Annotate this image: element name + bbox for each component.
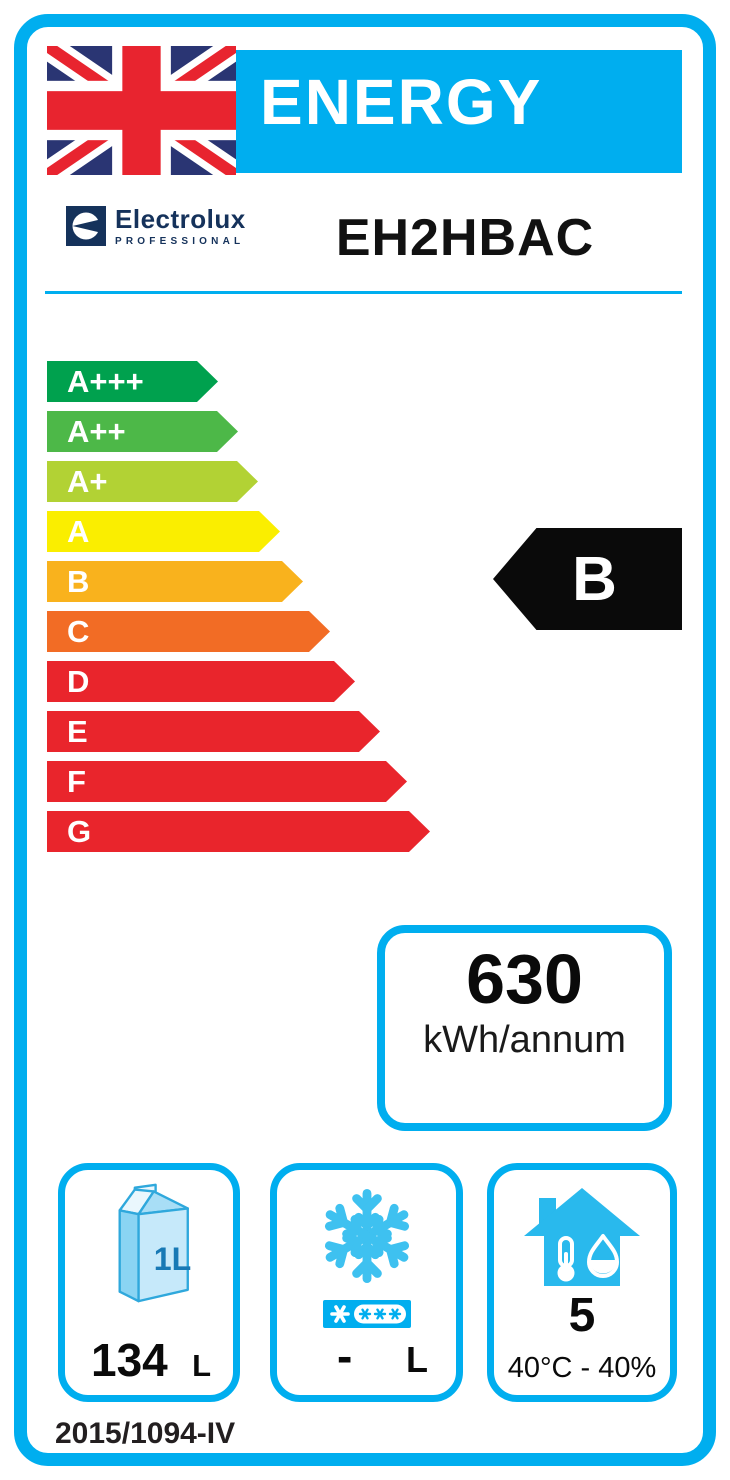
consumption-unit: kWh/annum xyxy=(423,1018,626,1061)
milk-carton-icon: 1L xyxy=(118,1183,192,1303)
brand-wordmark: Electrolux PROFESSIONAL xyxy=(115,206,246,247)
climate-condition: 40°C - 40% xyxy=(507,1352,657,1384)
energy-scale-arrow: D xyxy=(47,661,355,702)
brand-subtitle: PROFESSIONAL xyxy=(115,236,245,247)
electrolux-mark-icon xyxy=(66,206,106,246)
energy-scale-arrow-label: A+++ xyxy=(67,364,144,399)
droplet-icon xyxy=(587,1234,619,1278)
freezer-capacity-box: - L xyxy=(270,1163,463,1402)
fridge-value-row: 134 L xyxy=(65,1337,233,1383)
energy-scale-arrow-label: D xyxy=(67,664,90,699)
freezer-volume-value: - xyxy=(337,1330,353,1382)
energy-scale-arrow-label: C xyxy=(67,614,90,649)
energy-header-band: ENERGY xyxy=(236,50,682,173)
energy-scale-arrow-label: E xyxy=(67,714,88,749)
energy-scale-arrow-label: A xyxy=(67,514,90,549)
energy-scale-arrow: A xyxy=(47,511,280,552)
energy-scale-arrow: A++ xyxy=(47,411,238,452)
consumption-value: 630 xyxy=(466,940,583,1018)
carton-volume-label: 1L xyxy=(154,1241,192,1277)
energy-scale-arrow: A+ xyxy=(47,461,258,502)
header-divider xyxy=(45,291,682,294)
energy-scale-arrow-label: B xyxy=(67,564,90,599)
freezer-star-rating-icon xyxy=(322,1300,411,1328)
energy-scale-arrow-label: G xyxy=(67,814,92,849)
energy-scale-arrow-label: A++ xyxy=(67,414,126,449)
energy-scale-arrow-label: F xyxy=(67,764,86,799)
energy-scale-arrow: C xyxy=(47,611,330,652)
energy-scale-arrow: A+++ xyxy=(47,361,218,402)
energy-scale-arrow: B xyxy=(47,561,303,602)
brand-logo: Electrolux PROFESSIONAL xyxy=(66,206,246,247)
energy-scale-arrow: E xyxy=(47,711,380,752)
efficiency-scale: A+++ A++ A+ A B C D E F G xyxy=(47,361,430,861)
house-climate-icon xyxy=(524,1188,640,1286)
thermometer-icon xyxy=(557,1236,575,1282)
rating-indicator-arrow: B xyxy=(493,528,682,630)
regulation-reference: 2015/1094-IV xyxy=(55,1417,236,1450)
model-name: EH2HBAC xyxy=(335,209,595,267)
climate-class-value: 5 xyxy=(568,1289,596,1342)
union-jack-flag-icon xyxy=(47,46,236,175)
fridge-capacity-box: 1L 134 L xyxy=(58,1163,240,1402)
snowflake-icon xyxy=(315,1188,419,1288)
fridge-volume-unit: L xyxy=(192,1348,211,1383)
consumption-box: 630 kWh/annum xyxy=(377,925,672,1131)
energy-scale-arrow: G xyxy=(47,811,430,852)
freezer-value-row: - L xyxy=(277,1333,456,1379)
rating-grade: B xyxy=(572,544,617,614)
brand-name: Electrolux xyxy=(115,204,246,234)
label-border-frame xyxy=(14,14,716,1466)
fridge-volume-value: 134 xyxy=(91,1334,168,1386)
energy-title: ENERGY xyxy=(260,65,543,138)
freezer-volume-unit: L xyxy=(406,1339,428,1380)
climate-class-box: 5 40°C - 40% xyxy=(487,1163,677,1402)
energy-scale-arrow-label: A+ xyxy=(67,464,108,499)
energy-scale-arrow: F xyxy=(47,761,407,802)
